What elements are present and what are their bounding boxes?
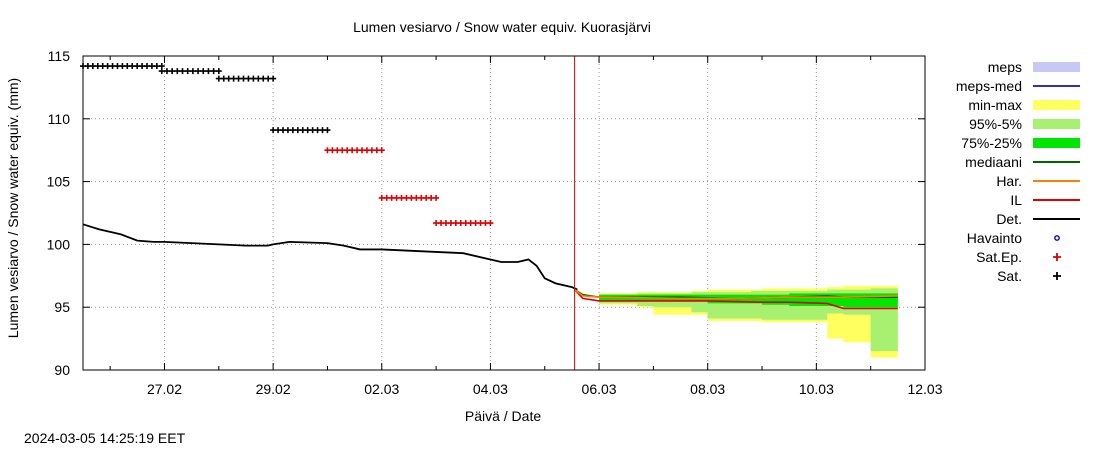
- sat-marker: [195, 68, 202, 75]
- axes: 90 95 100 105 110 115 27.02 29.02 02.03 04.03 06.0…: [47, 48, 943, 397]
- data-lines: [82, 223, 898, 310]
- sat-marker: [324, 127, 331, 134]
- sat-ep-marker: [433, 194, 440, 201]
- y-tick-label: 105: [47, 174, 71, 190]
- satellite-markers: [80, 63, 494, 227]
- y-tick-label: 95: [54, 299, 70, 315]
- sat-marker: [189, 68, 196, 75]
- x-tick-label: 02.03: [364, 381, 399, 397]
- chart-title: Lumen vesiarvo / Snow water equiv. Kuora…: [353, 19, 651, 35]
- timestamp: 2024-03-05 14:25:19 EET: [24, 430, 186, 446]
- y-tick-label: 110: [48, 111, 71, 127]
- x-tick-label: 04.03: [473, 381, 508, 397]
- legend-label: meps: [988, 59, 1022, 75]
- legend-label: Havainto: [967, 230, 1022, 246]
- y-axis-label: Lumen vesiarvo / Snow water equiv. (mm): [5, 78, 21, 338]
- plot-frame: [82, 55, 926, 371]
- legend-label: Sat.: [997, 268, 1022, 284]
- x-tick-label: 27.02: [147, 381, 182, 397]
- grid-lines: [83, 56, 925, 370]
- x-tick-label: 29.02: [256, 381, 291, 397]
- sat-marker: [169, 68, 176, 75]
- y-tick-label: 100: [47, 236, 71, 252]
- x-tick-label: 12.03: [907, 381, 942, 397]
- legend-label: Har.: [996, 173, 1022, 189]
- y-tick-label: 90: [54, 362, 70, 378]
- x-tick-label: 10.03: [799, 381, 834, 397]
- sat-marker: [163, 68, 170, 75]
- legend-swatch: [1033, 100, 1080, 110]
- legend-swatch: [1033, 62, 1080, 72]
- legend-label: Sat.Ep.: [976, 249, 1022, 265]
- series-il: [574, 289, 898, 310]
- x-tick-label: 06.03: [582, 381, 617, 397]
- legend-swatch: [1053, 272, 1061, 280]
- sat-marker: [210, 68, 217, 75]
- legend-label: IL: [1010, 192, 1022, 208]
- sat-marker: [215, 68, 222, 75]
- sat-marker: [158, 68, 165, 75]
- sat-ep-marker: [487, 220, 494, 227]
- sat-marker: [184, 68, 191, 75]
- legend-swatch: [1033, 119, 1080, 129]
- series-det-: [82, 223, 578, 291]
- legend-label: Det.: [996, 211, 1022, 227]
- sat-marker: [205, 68, 212, 75]
- forecast-bands: [574, 282, 898, 358]
- legend-swatch: [1053, 253, 1061, 261]
- legend-swatch: [1033, 138, 1080, 148]
- series-har-: [574, 288, 898, 300]
- sat-marker: [174, 68, 181, 75]
- legend-swatch: [1054, 235, 1060, 241]
- legend-label: 75%-25%: [961, 135, 1022, 151]
- y-tick-label: 115: [48, 48, 71, 64]
- sat-marker: [158, 63, 165, 70]
- x-axis-label: Päivä / Date: [465, 408, 541, 424]
- sat-ep-marker: [378, 147, 385, 154]
- x-tick-label: 08.03: [690, 381, 725, 397]
- legend-label: mediaani: [965, 154, 1022, 170]
- sat-marker: [200, 68, 207, 75]
- sat-marker: [270, 75, 277, 82]
- legend: meps meps-med min-max 95%-5% 75%-25% mediaani…: [956, 59, 1080, 284]
- legend-label: 95%-5%: [969, 116, 1022, 132]
- legend-label: meps-med: [956, 78, 1022, 94]
- legend-label: min-max: [968, 97, 1022, 113]
- sat-marker: [179, 68, 186, 75]
